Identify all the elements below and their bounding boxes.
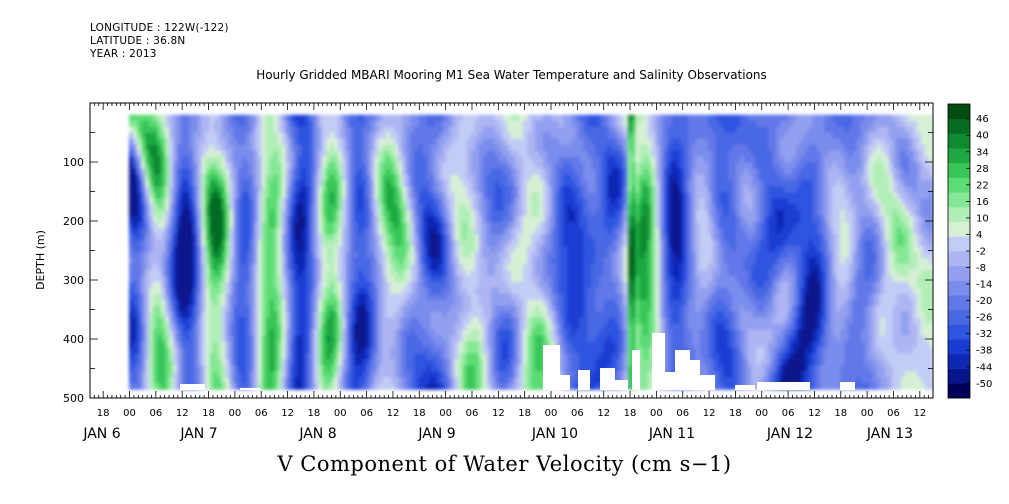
y-tick-label: 500 xyxy=(63,392,84,405)
x-hour-label: 06 xyxy=(360,408,373,419)
colorbar-label: -44 xyxy=(976,362,992,373)
x-hour-label: 12 xyxy=(492,408,505,419)
colorbar: 46 40 34 28 22 16 10 4 -2 -8 -14 -20 -26 -32 -38 -44 -50 xyxy=(947,103,992,399)
missing-data-mask xyxy=(180,333,855,390)
heatmap-field xyxy=(129,114,933,390)
colorbar-swatch xyxy=(948,353,970,369)
colorbar-swatch xyxy=(948,206,970,222)
x-hour-label: 06 xyxy=(149,408,162,419)
x-axis-ticks: 18 00 06 12 18 00 06 12 18 00 06 12 18 00 06 12 18 00 06 12… xyxy=(82,103,934,442)
colorbar-swatch xyxy=(948,280,970,296)
colorbar-swatch xyxy=(948,324,970,340)
y-axis-ticks: 100 200 300 400 500 xyxy=(63,132,933,405)
x-hour-label: 18 xyxy=(518,408,531,419)
x-day-label: JAN 9 xyxy=(417,426,455,442)
year-label: YEAR : 2013 xyxy=(90,48,157,60)
colorbar-swatch xyxy=(948,104,970,120)
x-hour-label: 12 xyxy=(176,408,189,419)
colorbar-label: 34 xyxy=(976,147,989,158)
x-hour-label: 06 xyxy=(466,408,479,419)
x-hour-label: 18 xyxy=(413,408,426,419)
x-hour-label: 18 xyxy=(202,408,215,419)
colorbar-swatch xyxy=(948,383,970,399)
x-day-label: JAN 13 xyxy=(866,426,913,442)
x-hour-label: 18 xyxy=(624,408,637,419)
colorbar-swatch xyxy=(948,295,970,311)
x-day-label: JAN 11 xyxy=(648,426,695,442)
x-day-label: JAN 6 xyxy=(82,426,120,442)
colorbar-swatch xyxy=(948,339,970,355)
chart-title: Hourly Gridded MBARI Mooring M1 Sea Wate… xyxy=(256,68,767,82)
colorbar-label: -20 xyxy=(976,296,992,307)
colorbar-label: 22 xyxy=(976,180,989,191)
x-hour-label: 06 xyxy=(571,408,584,419)
colorbar-label: -2 xyxy=(976,247,986,258)
colorbar-label: -32 xyxy=(976,329,992,340)
colorbar-label: -50 xyxy=(976,379,992,390)
chart-subtitle: V Component of Water Velocity (cm s−1) xyxy=(277,452,732,476)
x-hour-label: 00 xyxy=(650,408,663,419)
colorbar-swatch xyxy=(948,368,970,384)
x-day-label: JAN 7 xyxy=(179,426,217,442)
colorbar-label: -14 xyxy=(976,280,992,291)
colorbar-swatch xyxy=(948,221,970,237)
x-hour-label: 00 xyxy=(545,408,558,419)
x-day-label: JAN 8 xyxy=(298,426,336,442)
x-hour-label: 12 xyxy=(597,408,610,419)
colorbar-label: -38 xyxy=(976,346,992,357)
y-tick-label: 400 xyxy=(63,333,84,346)
x-hour-label: 12 xyxy=(281,408,294,419)
longitude-label: LONGITUDE : 122W(-122) xyxy=(90,22,229,34)
colorbar-label: -26 xyxy=(976,313,992,324)
colorbar-label: -8 xyxy=(976,263,986,274)
y-axis-title: DEPTH (m) xyxy=(34,230,47,290)
colorbar-label: 40 xyxy=(976,131,989,142)
x-hour-label: 00 xyxy=(755,408,768,419)
x-hour-label: 06 xyxy=(255,408,268,419)
colorbar-label: 28 xyxy=(976,164,989,175)
y-tick-label: 200 xyxy=(63,215,84,228)
colorbar-swatch xyxy=(948,236,970,252)
colorbar-label: 4 xyxy=(976,230,982,241)
latitude-label: LATITUDE : 36.8N xyxy=(90,35,186,47)
x-hour-label: 18 xyxy=(308,408,321,419)
colorbar-swatch xyxy=(948,309,970,325)
x-hour-label: 00 xyxy=(439,408,452,419)
colorbar-swatch xyxy=(948,192,970,208)
colorbar-swatch xyxy=(948,177,970,193)
x-hour-label: 06 xyxy=(676,408,689,419)
y-tick-label: 300 xyxy=(63,274,84,287)
colorbar-label: 10 xyxy=(976,213,989,224)
colorbar-label: 46 xyxy=(976,114,989,125)
metadata-block: LONGITUDE : 122W(-122) LATITUDE : 36.8N … xyxy=(90,22,229,61)
x-hour-label: 00 xyxy=(861,408,874,419)
x-hour-label: 06 xyxy=(782,408,795,419)
colorbar-swatch xyxy=(948,251,970,267)
colorbar-swatch xyxy=(948,133,970,149)
colorbar-swatch xyxy=(948,148,970,164)
x-hour-label: 12 xyxy=(808,408,821,419)
x-day-label: JAN 12 xyxy=(766,426,813,442)
colorbar-swatch xyxy=(948,162,970,178)
x-hour-label: 18 xyxy=(834,408,847,419)
x-hour-label: 06 xyxy=(887,408,900,419)
y-tick-label: 100 xyxy=(63,156,84,169)
colorbar-label: 16 xyxy=(976,197,989,208)
x-hour-label: 12 xyxy=(703,408,716,419)
colorbar-swatch xyxy=(948,118,970,134)
colorbar-swatch xyxy=(948,265,970,281)
x-hour-label: 18 xyxy=(97,408,110,419)
x-hour-label: 18 xyxy=(729,408,742,419)
x-hour-label: 00 xyxy=(123,408,136,419)
x-hour-label: 00 xyxy=(229,408,242,419)
x-day-label: JAN 10 xyxy=(531,426,578,442)
x-hour-label: 12 xyxy=(913,408,926,419)
x-hour-label: 12 xyxy=(387,408,400,419)
x-hour-label: 00 xyxy=(334,408,347,419)
